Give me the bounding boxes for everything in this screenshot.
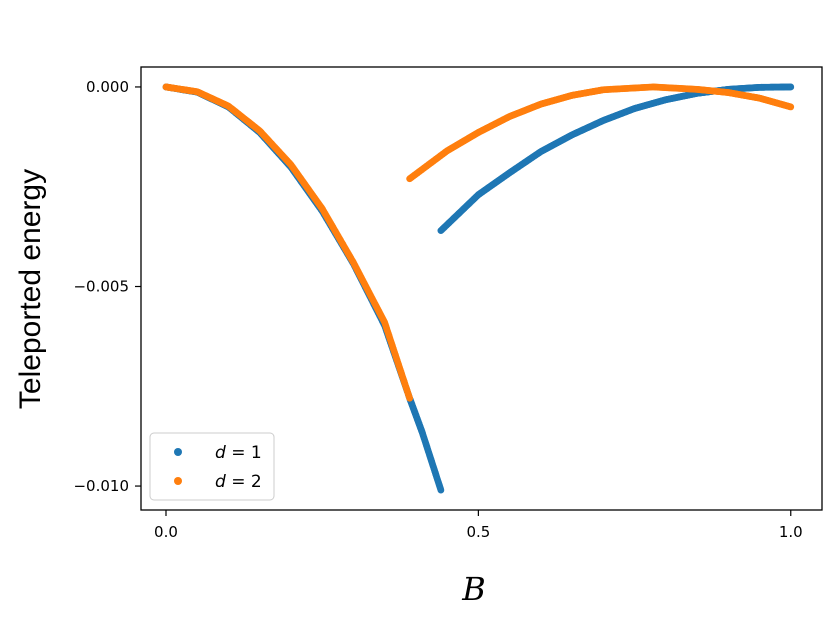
x-tick-label: 0.5 [466,523,490,541]
series-layer [162,83,795,494]
legend-marker-2 [174,477,182,485]
y-axis-label: Teleported energy [14,169,47,409]
series-1-point [437,486,445,494]
series-2-point [787,103,795,111]
series-1-point [787,83,795,91]
x-axis: 0.0 0.5 1.0 [154,510,803,541]
y-tick-label: 0.000 [86,78,129,96]
x-tick-label: 0.0 [154,523,178,541]
y-axis: 0.000 −0.005 −0.010 [73,78,141,495]
legend: d = 1 d = 2 [149,432,275,501]
x-tick-label: 1.0 [779,523,803,541]
series-2 [162,83,795,402]
legend-label-1: d = 1 [215,443,262,463]
legend-label-2: d = 2 [215,472,262,492]
y-tick-label: −0.005 [73,278,129,296]
series-2-point [406,394,414,402]
legend-marker-1 [174,448,182,456]
x-axis-label: B [461,570,486,608]
plot-frame [140,66,823,511]
y-tick-label: −0.010 [73,477,129,495]
